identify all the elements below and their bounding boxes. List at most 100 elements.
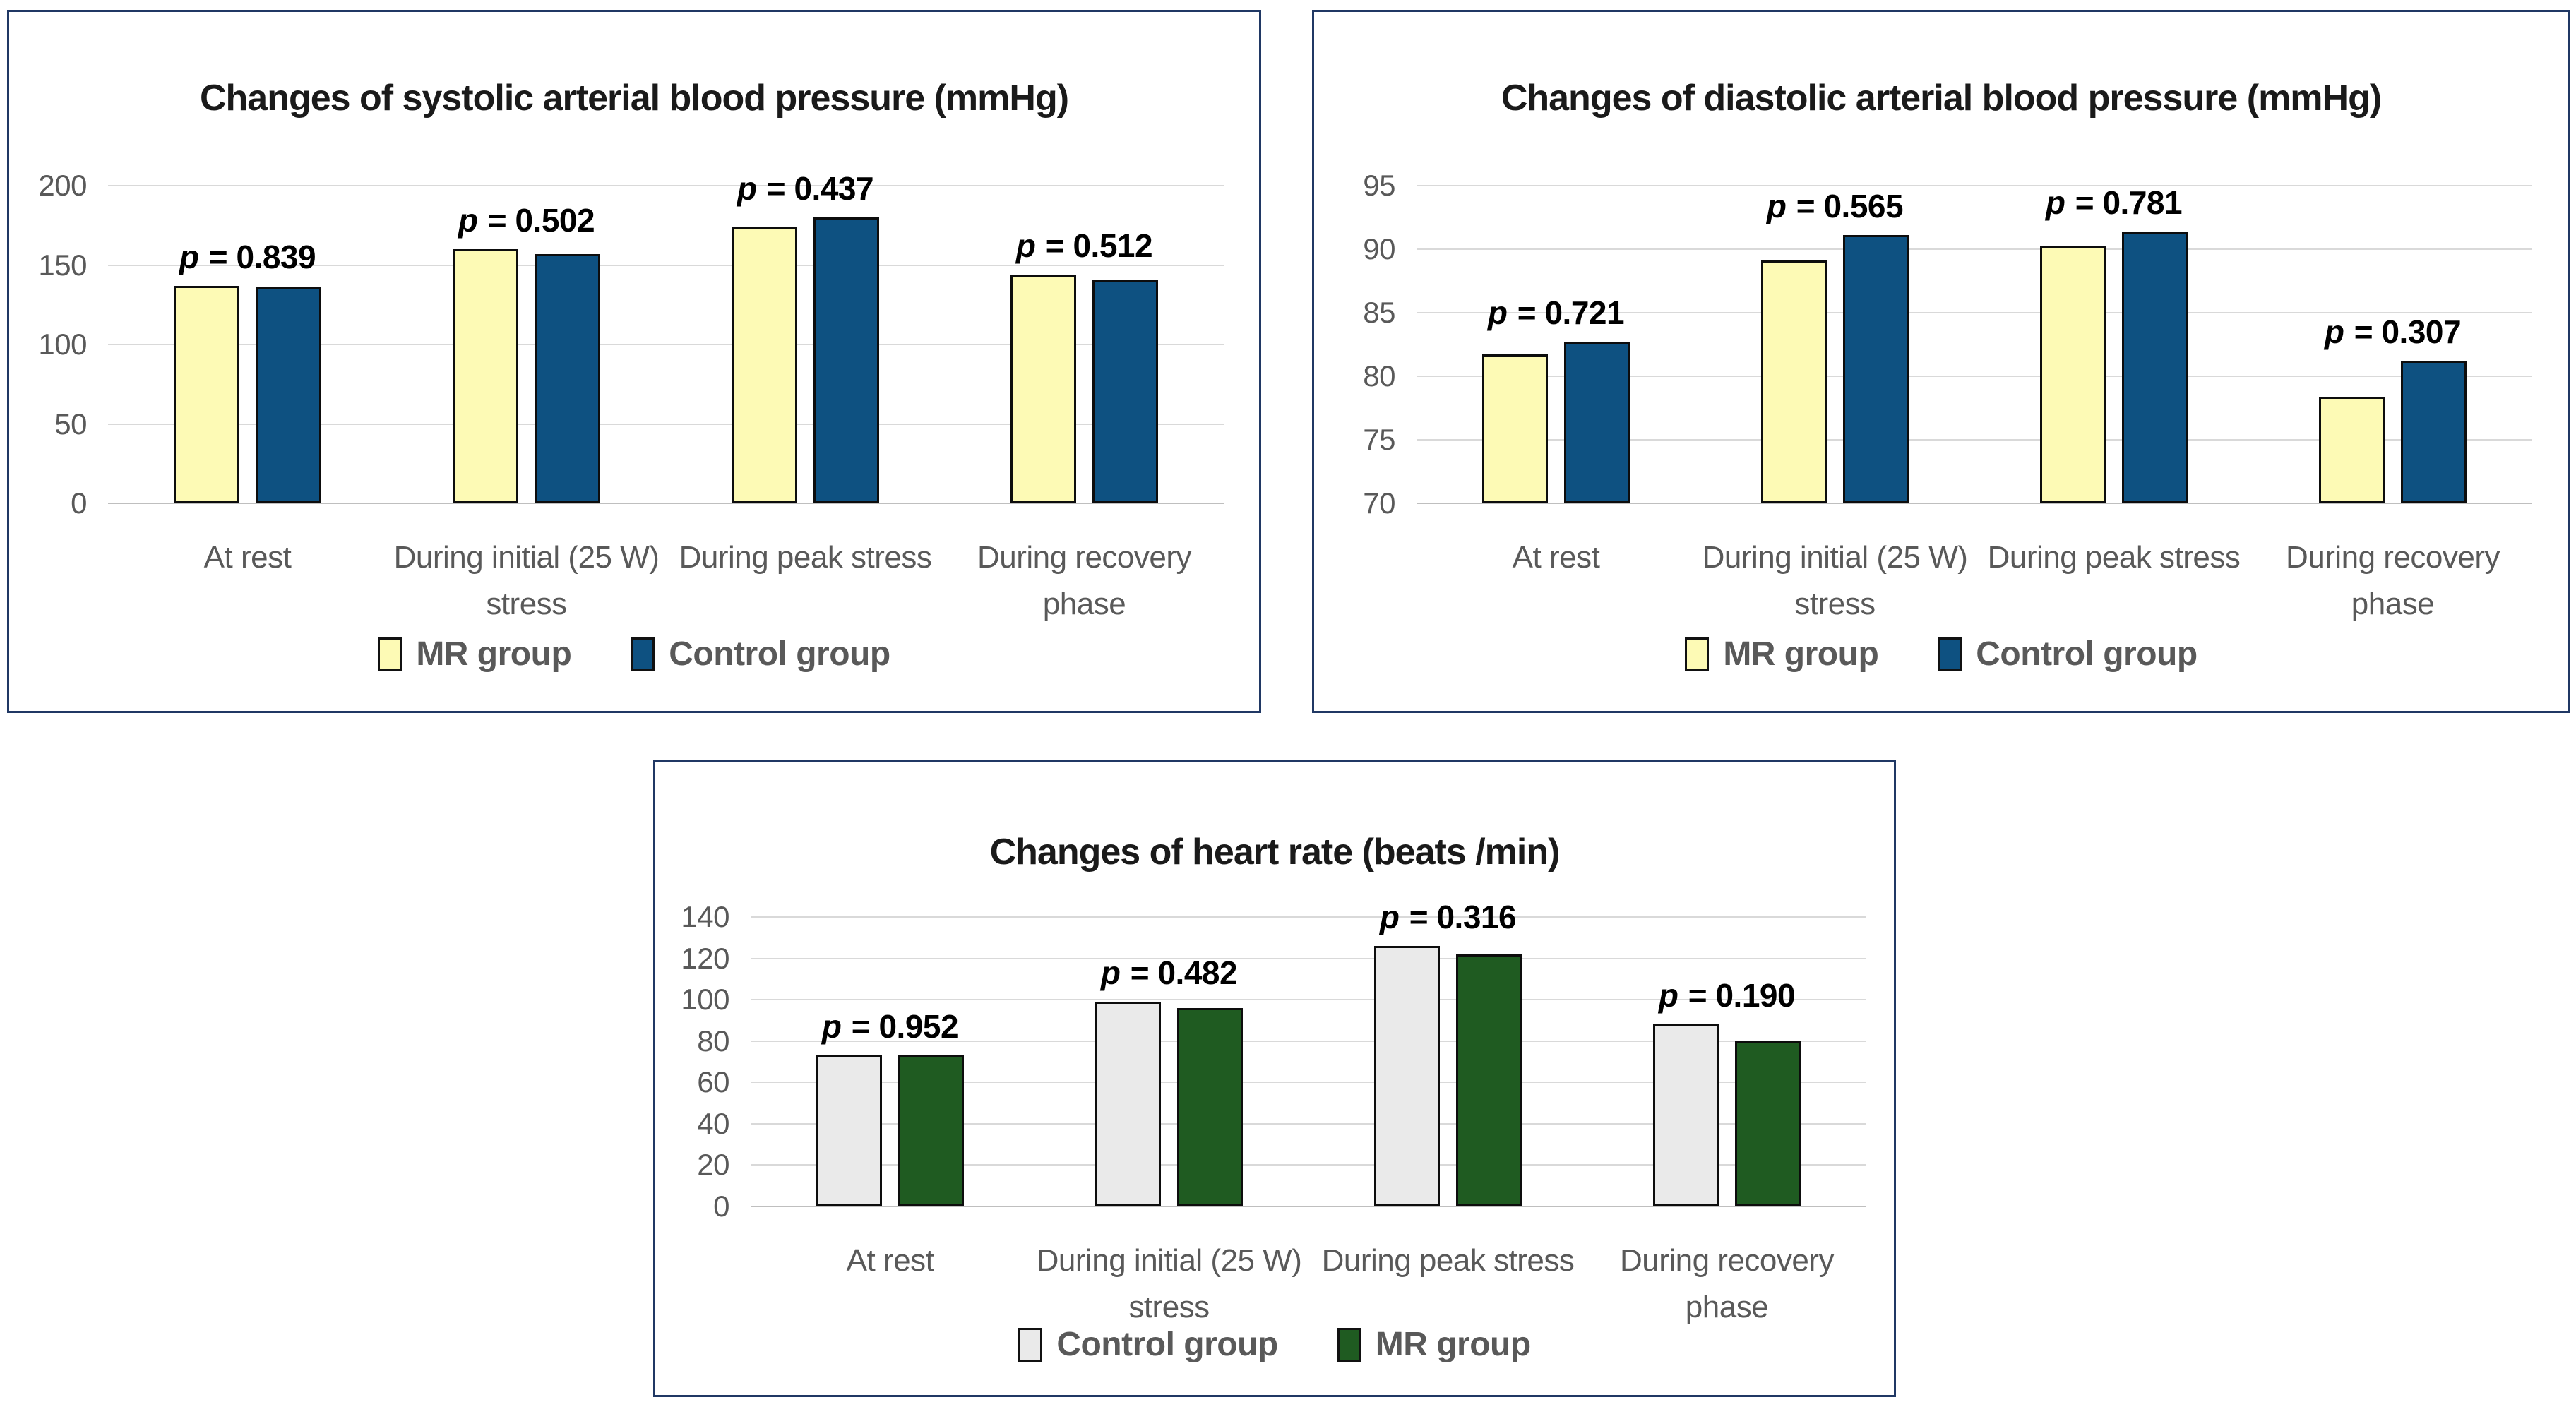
bar-mr-group (2319, 397, 2385, 503)
gridline (1417, 439, 2532, 441)
p-value-label: p = 0.565 (1766, 188, 1904, 224)
gridline (751, 1082, 1866, 1084)
category-label: During peak stress (666, 534, 945, 581)
category-label: During peak stress (1308, 1238, 1587, 1284)
category-label-line: stress (486, 587, 567, 621)
p-value-label: p = 0.437 (737, 170, 874, 207)
gridline (1417, 248, 2532, 250)
p-value-label: p = 0.316 (1379, 899, 1517, 935)
p-value-label: p = 0.512 (1015, 227, 1153, 264)
p-value-label: p = 0.307 (2324, 313, 2462, 350)
category-label: During initial (25 W) stress (1030, 1238, 1308, 1331)
bar-mr-group (1456, 954, 1522, 1206)
bar-control-group (2122, 232, 2188, 503)
p-value-label: p = 0.502 (458, 202, 595, 239)
category-label-line: phase (1042, 587, 1126, 621)
y-tick-label: 20 (697, 1148, 729, 1182)
y-tick-label: 85 (1363, 296, 1395, 329)
category-label-line: stress (1794, 587, 1876, 621)
gridline (108, 185, 1224, 186)
gridline (1417, 312, 2532, 313)
legend-label: Control group (669, 635, 890, 673)
p-value-label: p = 0.190 (1658, 977, 1796, 1014)
category-label-line: At rest (203, 540, 292, 575)
p-value-label: p = 0.952 (821, 1008, 959, 1045)
y-tick-label: 120 (681, 941, 729, 975)
category-label: At rest (1417, 534, 1695, 581)
category-label: During recovery phase (2253, 534, 2532, 628)
category-label-line: During peak stress (1321, 1243, 1575, 1278)
legend: MR group Control group (1314, 635, 2568, 673)
chart-title: Changes of heart rate (beats /min) (989, 832, 1561, 873)
bar-mr-group (1761, 260, 1827, 503)
bar-control-group (256, 287, 321, 503)
y-tick-label: 60 (697, 1065, 729, 1099)
category-label-line: During recovery (977, 540, 1192, 575)
legend: MR group Control group (9, 635, 1259, 673)
y-tick-label: 150 (38, 248, 87, 282)
category-label: During recovery phase (1587, 1238, 1866, 1331)
gridline (751, 1040, 1866, 1042)
category-label-line: phase (1685, 1290, 1769, 1324)
bar-mr-group (174, 286, 239, 503)
bar-mr-group (1010, 275, 1076, 503)
y-tick-label: 0 (713, 1190, 729, 1223)
p-value-label: p = 0.839 (179, 239, 316, 275)
bar-control-group (1843, 235, 1909, 503)
category-label-line: At rest (846, 1243, 934, 1278)
bar-control-group (2401, 361, 2467, 503)
chart-diastolic-bp: Changes of diastolic arterial blood pres… (1312, 10, 2570, 713)
bar-control-group (816, 1055, 882, 1206)
y-tick-label: 80 (1363, 359, 1395, 393)
category-label-line: phase (2351, 587, 2435, 621)
y-tick-label: 50 (54, 407, 87, 441)
y-tick-label: 90 (1363, 232, 1395, 265)
gridline (1417, 376, 2532, 377)
legend-swatch (1938, 637, 1962, 671)
y-tick-label: 40 (697, 1106, 729, 1140)
category-label-line: During peak stress (679, 540, 932, 575)
gridline (1417, 503, 2532, 504)
gridline (108, 503, 1224, 504)
p-value-label: p = 0.721 (1487, 294, 1625, 331)
bar-mr-group (1735, 1041, 1801, 1206)
bar-control-group (1095, 1002, 1161, 1206)
gridline (751, 957, 1866, 959)
category-label: At rest (751, 1238, 1030, 1284)
category-label-line: During initial (25 W) (1702, 540, 1968, 575)
chart-title: Changes of systolic arterial blood press… (199, 78, 1069, 119)
y-tick-label: 70 (1363, 486, 1395, 520)
bar-control-group (1564, 342, 1630, 503)
gridline (1417, 185, 2532, 186)
legend-item-mr-group: MR group (1337, 1325, 1531, 1364)
legend-item-mr-group: MR group (1685, 635, 1879, 673)
legend-item-control-group: Control group (1938, 635, 2198, 673)
legend-swatch (1018, 1327, 1043, 1362)
gridline (751, 916, 1866, 918)
legend-swatch (631, 637, 655, 671)
chart-heart-rate: Changes of heart rate (beats /min) 0 20 40… (653, 760, 1896, 1397)
gridline (751, 1122, 1866, 1125)
legend-label: MR group (416, 635, 572, 673)
p-value-label: p = 0.482 (1100, 954, 1238, 991)
category-label-line: During peak stress (1987, 540, 2241, 575)
bar-mr-group (453, 249, 518, 503)
gridline (751, 1164, 1866, 1166)
legend-item-control-group: Control group (1018, 1325, 1278, 1364)
bar-mr-group (1482, 354, 1548, 503)
y-tick-label: 95 (1363, 169, 1395, 202)
gridline (108, 264, 1224, 266)
legend-swatch (1685, 637, 1710, 671)
legend-label: Control group (1056, 1326, 1278, 1363)
bar-mr-group (898, 1055, 964, 1206)
category-label-line: During initial (25 W) (1036, 1243, 1302, 1278)
gridline (751, 999, 1866, 1001)
y-tick-label: 100 (38, 328, 87, 361)
y-tick-label: 100 (681, 983, 729, 1017)
legend-item-control-group: Control group (631, 635, 890, 673)
legend-swatch (1337, 1327, 1361, 1362)
y-tick-label: 0 (71, 486, 87, 520)
bar-mr-group (732, 227, 797, 503)
category-label-line: During recovery (1619, 1243, 1835, 1278)
